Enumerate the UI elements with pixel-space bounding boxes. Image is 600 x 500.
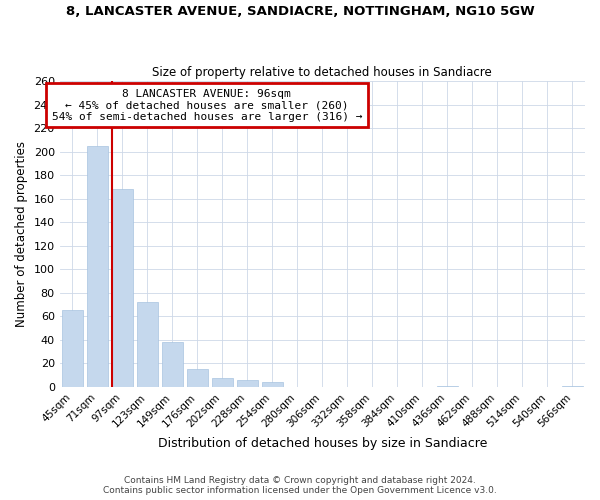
Bar — [86, 146, 108, 387]
Text: 8, LANCASTER AVENUE, SANDIACRE, NOTTINGHAM, NG10 5GW: 8, LANCASTER AVENUE, SANDIACRE, NOTTINGH… — [65, 5, 535, 18]
Y-axis label: Number of detached properties: Number of detached properties — [15, 141, 28, 327]
Bar — [187, 370, 208, 387]
Bar — [437, 386, 458, 387]
Bar — [262, 382, 283, 387]
X-axis label: Distribution of detached houses by size in Sandiacre: Distribution of detached houses by size … — [158, 437, 487, 450]
Bar — [236, 380, 258, 387]
Text: Contains HM Land Registry data © Crown copyright and database right 2024.
Contai: Contains HM Land Registry data © Crown c… — [103, 476, 497, 495]
Bar — [161, 342, 183, 387]
Bar — [562, 386, 583, 387]
Title: Size of property relative to detached houses in Sandiacre: Size of property relative to detached ho… — [152, 66, 492, 78]
Bar — [112, 190, 133, 387]
Bar — [62, 310, 83, 387]
Bar — [137, 302, 158, 387]
Bar — [212, 378, 233, 387]
Text: 8 LANCASTER AVENUE: 96sqm
← 45% of detached houses are smaller (260)
54% of semi: 8 LANCASTER AVENUE: 96sqm ← 45% of detac… — [52, 88, 362, 122]
